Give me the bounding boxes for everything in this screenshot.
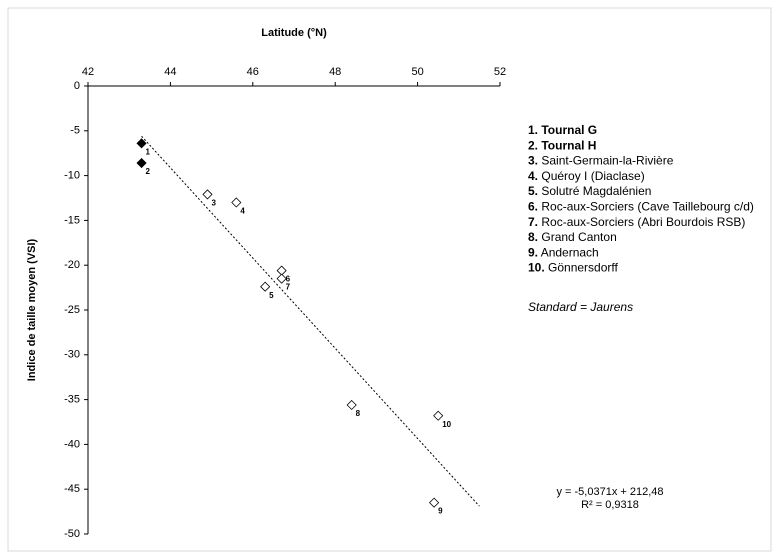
point-label: 5	[269, 291, 274, 300]
data-point	[231, 197, 242, 208]
legend-label: Tournal G	[541, 123, 597, 137]
y-tick-label: -5	[70, 125, 80, 137]
legend-label: Gönnersdorff	[548, 261, 618, 275]
legend-number: 6.	[528, 200, 538, 214]
data-point	[202, 189, 213, 200]
x-tick-label: 42	[82, 66, 94, 78]
legend-entry: 2. Tournal H	[528, 138, 596, 152]
data-point	[429, 497, 440, 508]
legend-label: Quéroy I (Diaclase)	[541, 169, 644, 183]
legend-number: 5.	[528, 184, 538, 198]
data-point	[136, 138, 147, 149]
point-label: 3	[211, 199, 216, 208]
legend-label: Tournal H	[541, 138, 596, 152]
legend-number: 1.	[528, 123, 538, 137]
data-point	[136, 157, 147, 169]
y-tick-label: -40	[64, 438, 80, 450]
x-tick-label: 52	[494, 66, 506, 78]
legend-entry: 8. Grand Canton	[528, 230, 617, 244]
x-tick-label: 44	[164, 66, 176, 78]
point-label: 7	[286, 283, 291, 292]
legend-label: Roc-aux-Sorciers (Cave Taillebourg c/d)	[541, 200, 754, 214]
legend-number: 7.	[528, 215, 538, 229]
legend-entry: 4. Quéroy I (Diaclase)	[528, 169, 645, 183]
legend-label: Roc-aux-Sorciers (Abri Bourdois RSB)	[541, 215, 745, 229]
legend-entry: 3. Saint-Germain-la-Rivière	[528, 154, 674, 168]
trendline	[141, 135, 480, 507]
standard-note: Standard = Jaurens	[528, 300, 633, 314]
point-label: 2	[146, 167, 151, 176]
legend-number: 8.	[528, 230, 538, 244]
x-tick-label: 46	[247, 66, 259, 78]
point-label: 10	[442, 420, 451, 429]
y-tick-label: 0	[74, 80, 80, 92]
legend-number: 4.	[528, 169, 538, 183]
data-point	[346, 399, 357, 411]
legend-label: Andernach	[541, 246, 599, 260]
legend-entry: 7. Roc-aux-Sorciers (Abri Bourdois RSB)	[528, 215, 745, 229]
legend-number: 9.	[528, 246, 538, 260]
y-tick-label: -50	[64, 528, 80, 540]
r-squared: R² = 0,9318	[581, 499, 639, 511]
y-tick-label: -30	[64, 349, 80, 361]
x-tick-label: 48	[329, 66, 341, 78]
point-label: 1	[146, 147, 151, 156]
chart-border	[7, 7, 772, 552]
legend-number: 3.	[528, 154, 538, 168]
x-tick-label: 50	[411, 66, 423, 78]
legend-entry: 1. Tournal G	[528, 123, 597, 137]
point-label: 8	[356, 409, 361, 418]
y-tick-label: -35	[64, 394, 80, 406]
y-tick-label: -45	[64, 483, 80, 495]
x-axis-title: Latitude (°N)	[261, 27, 327, 39]
legend-number: 10.	[528, 261, 545, 275]
point-label: 9	[438, 507, 443, 516]
legend-label: Grand Canton	[541, 230, 616, 244]
legend-number: 2.	[528, 138, 538, 152]
legend-entry: 9. Andernach	[528, 246, 599, 260]
point-label: 6	[286, 275, 291, 284]
trend-equation: y = -5,0371x + 212,48	[556, 486, 663, 498]
legend-label: Saint-Germain-la-Rivière	[541, 154, 673, 168]
y-tick-label: -15	[64, 214, 80, 226]
y-tick-label: -10	[64, 170, 80, 182]
y-tick-label: -20	[64, 259, 80, 271]
legend-entry: 6. Roc-aux-Sorciers (Cave Taillebourg c/…	[528, 200, 754, 214]
data-point	[260, 281, 271, 292]
point-label: 4	[240, 207, 245, 216]
legend-entry: 5. Solutré Magdalénien	[528, 184, 651, 198]
data-point	[276, 273, 287, 284]
y-axis-title: Indice de taille moyen (VSI)	[26, 238, 38, 381]
legend-entry: 10. Gönnersdorff	[528, 261, 619, 275]
y-tick-label: -25	[64, 304, 80, 316]
data-point	[433, 410, 444, 421]
legend-label: Solutré Magdalénien	[541, 184, 651, 198]
